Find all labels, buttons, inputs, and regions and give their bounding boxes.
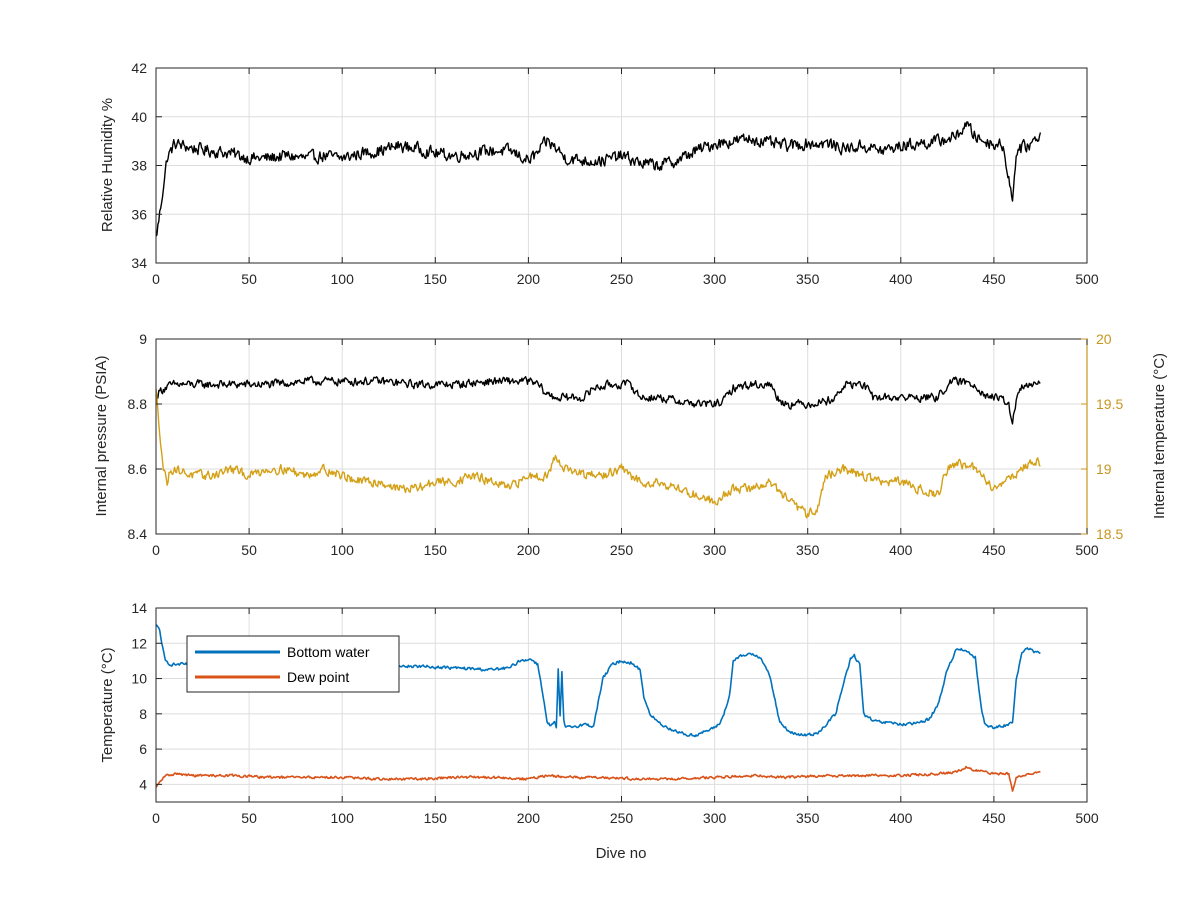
y-tick-label: 34	[131, 255, 147, 271]
y-tick-label: 36	[131, 206, 147, 222]
y-tick-label: 38	[131, 158, 147, 174]
x-tick-label: 400	[889, 810, 913, 826]
x-tick-label: 50	[241, 271, 257, 287]
y-ticks-temperature: 18.5 19 19.5 20	[1081, 331, 1123, 542]
y-axis-label-temperature-panel: Temperature (°C)	[99, 647, 116, 762]
x-tick-label: 300	[703, 542, 727, 558]
x-tick-label: 100	[331, 271, 355, 287]
x-tick-label: 150	[424, 271, 448, 287]
x-tick-label: 500	[1075, 271, 1099, 287]
series-line-pressure	[155, 375, 1041, 425]
x-ticks-temperature: 0 50 100 150 200 250 300 350 400 450 500	[152, 608, 1099, 826]
y-tick-label: 42	[131, 60, 147, 76]
x-tick-label: 300	[703, 271, 727, 287]
x-tick-label: 0	[152, 542, 160, 558]
x-tick-label: 500	[1075, 810, 1099, 826]
panel-pressure-temperature: 0 50 100 150 200 250 300 350 400 450 500 8.4 8.6 8.8…	[93, 331, 1168, 558]
series-pressure-temperature	[155, 375, 1041, 519]
x-tick-label: 200	[517, 271, 541, 287]
y-tick-label: 12	[131, 635, 147, 651]
legend-label-dew-point: Dew point	[287, 669, 349, 685]
x-tick-label: 250	[610, 810, 634, 826]
x-tick-label: 450	[982, 542, 1006, 558]
x-tick-label: 0	[152, 271, 160, 287]
x-tick-label: 150	[424, 810, 448, 826]
y-tick-label: 4	[139, 776, 147, 792]
x-tick-label: 250	[610, 542, 634, 558]
x-axis-label-dive-no: Dive no	[596, 845, 647, 862]
series-line-rh	[155, 121, 1042, 237]
y-axis-label-humidity: Relative Humidity %	[99, 98, 116, 232]
x-tick-label: 200	[517, 542, 541, 558]
y-right-tick-label: 19.5	[1096, 396, 1123, 412]
x-tick-label: 100	[331, 810, 355, 826]
series-line-temperature	[155, 388, 1041, 519]
x-tick-label: 150	[424, 542, 448, 558]
y-tick-label: 9	[139, 331, 147, 347]
panel-humidity: 0 50 100 150 200 250 300 350 400 450 500 34 36 38 40 4…	[99, 60, 1099, 287]
y-tick-label: 6	[139, 741, 147, 757]
x-tick-label: 350	[796, 810, 820, 826]
x-tick-label: 300	[703, 810, 727, 826]
y-ticks-temperature: 4 6 8 10 12 14	[131, 600, 1087, 792]
x-tick-label: 100	[331, 542, 355, 558]
legend-label-bottom-water: Bottom water	[287, 644, 370, 660]
y-axis-label-temperature: Internal temperature (°C)	[1151, 353, 1168, 519]
x-tick-label: 0	[152, 810, 160, 826]
legend: Bottom water Dew point	[186, 635, 400, 693]
x-tick-label: 400	[889, 271, 913, 287]
y-tick-label: 8.4	[128, 526, 148, 542]
x-tick-label: 500	[1075, 542, 1099, 558]
y-tick-label: 8.6	[128, 461, 148, 477]
x-tick-label: 50	[241, 810, 257, 826]
x-ticks-humidity: 0 50 100 150 200 250 300 350 400 450 500	[152, 68, 1099, 287]
x-tick-label: 350	[796, 542, 820, 558]
panel-temperature: 0 50 100 150 200 250 300 350 400 450 500 4 6 8 10 12 14…	[99, 600, 1099, 862]
y-tick-label: 40	[131, 109, 147, 125]
y-axis-label-pressure: Internal pressure (PSIA)	[93, 356, 110, 517]
x-tick-label: 50	[241, 542, 257, 558]
x-tick-label: 450	[982, 271, 1006, 287]
y-tick-label: 14	[131, 600, 147, 616]
series-line-dew	[155, 765, 1041, 792]
y-right-tick-label: 20	[1096, 331, 1112, 347]
y-ticks-humidity: 34 36 38 40 42	[131, 60, 1087, 271]
y-tick-label: 8.8	[128, 396, 148, 412]
x-tick-label: 350	[796, 271, 820, 287]
y-tick-label: 10	[131, 671, 147, 687]
x-tick-label: 450	[982, 810, 1006, 826]
series-humidity	[155, 121, 1042, 237]
legend-box	[186, 635, 400, 693]
x-tick-label: 250	[610, 271, 634, 287]
x-tick-label: 200	[517, 810, 541, 826]
y-tick-label: 8	[139, 706, 147, 722]
x-ticks-pressure: 0 50 100 150 200 250 300 350 400 450 500	[152, 339, 1099, 558]
y-right-tick-label: 18.5	[1096, 526, 1123, 542]
y-right-tick-label: 19	[1096, 461, 1112, 477]
y-ticks-pressure: 8.4 8.6 8.8 9	[128, 331, 162, 542]
x-tick-label: 400	[889, 542, 913, 558]
